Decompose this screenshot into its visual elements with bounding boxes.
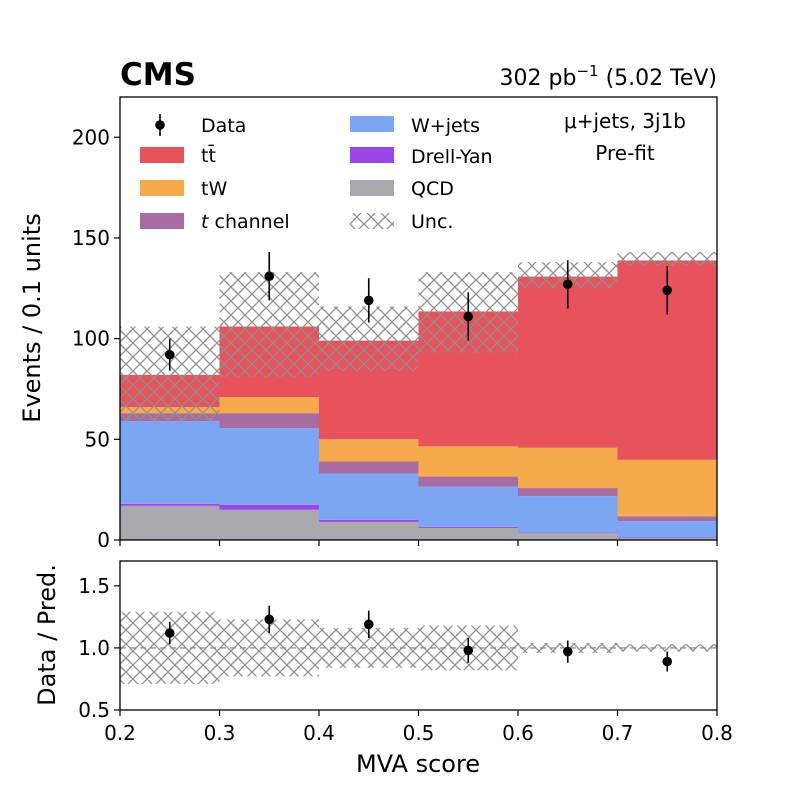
legend-label-tw: tW [201,178,227,200]
ratio-point-bin-1 [164,628,175,638]
legend-label-t-channel: t channel [201,211,290,233]
ratio-points [164,605,673,672]
x-tick-label: 0.7 [602,721,634,745]
ratio-y-tick-label: 1.5 [78,574,110,598]
bar-tw-bin-2 [219,397,319,414]
experiment-label: CMS [120,57,196,93]
ratio-point-bin-2 [264,614,275,625]
ratio-point-bin-6 [662,656,673,667]
data-point-bin-6 [662,285,673,296]
bar-t-channel-bin-3 [319,461,419,474]
uncertainty-bin-6 [617,252,717,267]
data-point-bin-1 [164,349,175,360]
x-axis-title: MVA score [356,750,480,778]
legend-entry-unc: Unc. [350,211,453,233]
ratio-point-bin-4 [463,645,474,656]
legend-swatch-wjets [350,116,394,132]
legend-label-unc: Unc. [411,211,453,233]
legend: Data tt̄ tW t channel W+jets Drell-Yan [140,114,493,233]
bar-drell-yan-bin-1 [120,503,220,506]
bar-tw-bin-5 [518,447,618,489]
legend-swatch-qcd [350,180,394,196]
x-tick-label: 0.3 [204,721,236,745]
legend-entry-t-channel: t channel [140,211,290,233]
legend-entry-wjets: W+jets [350,115,480,137]
legend-swatch-unc [350,213,394,229]
legend-entry-data: Data [155,114,246,137]
bar-t-channel-bin-4 [418,476,518,487]
bar-w-jets-bin-4 [418,486,518,527]
ratio-uncertainty-band [120,611,717,684]
bar-w-jets-bin-3 [319,473,419,520]
main-panel: 0 50 100 150 200 Events / 0.1 units Data tt̄… [18,96,718,552]
bar-w-jets-bin-6 [617,521,717,538]
bar-qcd-bin-6 [617,537,717,540]
legend-label-drell-yan: Drell-Yan [411,146,493,168]
bar-drell-yan-bin-4 [418,526,518,528]
bar-w-jets-bin-5 [518,496,618,533]
ratio-uncertainty-bin-6 [617,644,717,652]
legend-entry-qcd: QCD [350,178,454,200]
bar-drell-yan-bin-6 [617,537,717,538]
legend-label-qcd: QCD [411,178,454,200]
ratio-y-tick-label: 0.5 [78,698,110,722]
legend-swatch-ttbar [140,147,184,163]
x-tick-label: 0.4 [303,721,335,745]
bar-t-channel-bin-5 [518,488,618,497]
ratio-point-bin-3 [363,619,374,630]
main-y-tick-label: 0 [97,528,110,552]
bar-qcd-bin-5 [518,532,618,540]
main-x-ticks [119,540,718,546]
ratio-point-bin-5 [562,646,573,657]
ratio-panel: 0.5 1.0 1.5 0.2 0.3 0.4 0.5 0.6 0.7 0.8 Data / P… [33,560,733,778]
data-point-bin-3 [363,295,374,306]
x-axis: 0.2 0.3 0.4 0.5 0.6 0.7 0.8 [104,710,733,745]
legend-label-data: Data [201,115,246,137]
bar-drell-yan-bin-2 [219,504,319,510]
channel-label: μ+jets, 3j1b [564,109,686,133]
bar-qcd-bin-1 [120,505,220,540]
x-tick-label: 0.6 [502,721,534,745]
bar-qcd-bin-2 [219,509,319,540]
legend-entry-tw: tW [140,178,227,200]
bar-qcd-bin-3 [319,521,419,540]
bar-w-jets-bin-2 [219,428,319,505]
data-points [164,252,673,371]
main-y-axis-title: Events / 0.1 units [18,213,46,422]
bar-tw-bin-6 [617,459,717,517]
main-y-tick-label: 50 [85,427,110,451]
legend-entry-ttbar: tt̄ [140,143,216,167]
x-tick-label: 0.8 [701,721,733,745]
main-y-tick-label: 150 [72,226,110,250]
bar-w-jets-bin-1 [120,421,220,504]
bar-tw-bin-3 [319,439,419,462]
bar-tw-bin-4 [418,446,518,477]
x-tick-label: 0.5 [403,721,435,745]
main-y-tick-label: 100 [72,327,110,351]
legend-entry-drell-yan: Drell-Yan [350,146,493,168]
bar-drell-yan-bin-3 [319,519,419,522]
data-point-bin-5 [562,279,573,290]
ratio-y-axis-title: Data / Pred. [33,564,61,706]
luminosity-label: 302 pb−1 (5.02 TeV) [500,62,718,91]
bar-qcd-bin-4 [418,527,518,540]
legend-swatch-drell-yan [350,147,394,163]
legend-swatch-tw [140,180,184,196]
data-point-bin-4 [463,311,474,322]
legend-swatch-t-channel [140,213,184,229]
bar-drell-yan-bin-5 [518,532,618,533]
bar-t-channel-bin-6 [617,516,717,522]
data-point-bin-2 [264,271,275,282]
legend-data-marker [155,120,165,130]
fit-state-label: Pre-fit [595,141,655,165]
legend-label-wjets: W+jets [411,115,480,137]
x-tick-label: 0.2 [104,721,136,745]
main-y-axis: 0 50 100 150 200 [72,125,120,552]
main-y-tick-label: 200 [72,125,110,149]
bar-t-channel-bin-2 [219,413,319,429]
legend-label-ttbar: tt̄ [201,143,216,167]
ratio-y-axis: 0.5 1.0 1.5 [78,574,120,722]
ratio-y-tick-label: 1.0 [78,636,110,660]
